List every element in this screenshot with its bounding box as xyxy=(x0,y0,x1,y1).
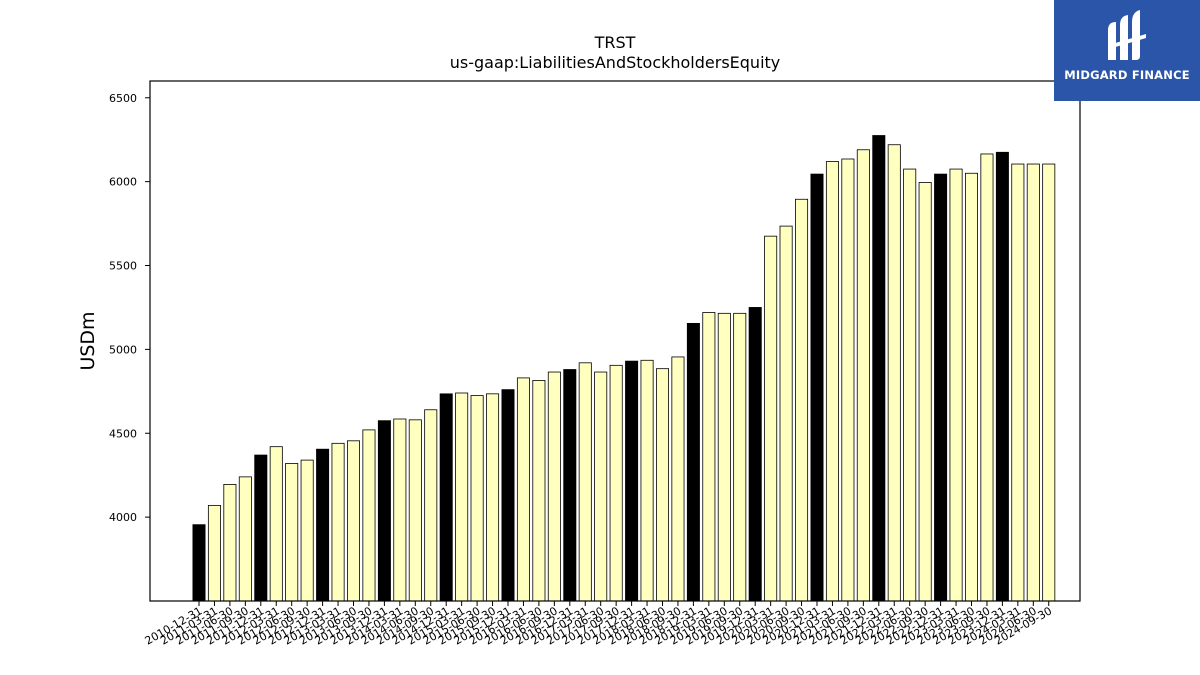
bar-2018-12-31 xyxy=(686,322,700,602)
bar-2020-09-30 xyxy=(795,198,809,602)
bar-2014-09-30 xyxy=(424,409,438,602)
bar-2023-09-30 xyxy=(980,153,994,602)
y-tick-label: 5500 xyxy=(109,260,137,273)
bar-2016-12-31 xyxy=(563,369,577,602)
bar-2019-09-30 xyxy=(733,312,747,602)
y-axis-label: USDm xyxy=(77,311,99,370)
bar-2016-06-30 xyxy=(532,380,546,602)
y-axis: 4000 4500 5000 5500 6000 6500 xyxy=(109,92,150,524)
bars-group xyxy=(192,135,1056,602)
bar-2013-06-30 xyxy=(346,440,360,602)
bar-2019-12-31 xyxy=(748,307,762,602)
bar-2012-09-30 xyxy=(300,459,314,602)
bar-2011-03-31 xyxy=(207,504,221,602)
bar-2015-12-31 xyxy=(501,389,515,602)
x-axis: 2010-12-312011-03-312011-06-302011-09-30… xyxy=(143,601,1054,648)
bar-2021-12-31 xyxy=(872,135,886,602)
bar-2018-09-30 xyxy=(671,356,685,602)
midgard-logo-icon xyxy=(1108,10,1146,60)
y-tick-label: 4000 xyxy=(109,511,137,524)
bar-2022-09-30 xyxy=(918,182,932,602)
bar-2023-06-30 xyxy=(965,172,979,602)
bar-2013-12-31 xyxy=(377,420,391,602)
bar-2012-12-31 xyxy=(316,448,330,602)
bar-2010-12-31 xyxy=(192,524,206,602)
y-tick-label: 4500 xyxy=(109,427,137,440)
bar-2017-12-31 xyxy=(625,360,639,602)
bar-2013-09-30 xyxy=(362,429,376,602)
bar-2021-09-30 xyxy=(856,149,870,602)
bar-2017-09-30 xyxy=(609,364,623,602)
bar-2017-03-31 xyxy=(578,362,592,602)
bar-2015-06-30 xyxy=(470,395,484,602)
bar-2014-06-30 xyxy=(408,419,422,602)
bar-2024-09-30 xyxy=(1042,163,1056,602)
bar-2015-03-31 xyxy=(455,392,469,602)
bar-2024-06-30 xyxy=(1026,163,1040,602)
plot-frame xyxy=(149,80,1081,602)
bar-2023-03-31 xyxy=(949,168,963,602)
bar-2016-03-31 xyxy=(516,377,530,602)
bar-2016-09-30 xyxy=(547,371,561,602)
bar-2019-03-31 xyxy=(702,312,716,602)
bar-2017-06-30 xyxy=(594,371,608,602)
bar-2012-03-31 xyxy=(269,446,283,602)
bar-2011-12-31 xyxy=(254,454,268,602)
y-tick-label: 6000 xyxy=(109,176,137,189)
bar-2024-03-31 xyxy=(1011,163,1025,602)
chart-title: TRST xyxy=(594,33,636,52)
chart-subtitle: us-gaap:LiabilitiesAndStockholdersEquity xyxy=(450,53,781,72)
bar-2020-06-30 xyxy=(779,225,793,602)
bar-2012-06-30 xyxy=(285,463,299,602)
bar-2021-03-31 xyxy=(825,161,839,602)
bar-2018-03-31 xyxy=(640,359,654,602)
bar-2019-06-30 xyxy=(717,312,731,602)
bar-2022-03-31 xyxy=(887,144,901,602)
bar-2011-09-30 xyxy=(238,476,252,602)
bar-2013-03-31 xyxy=(331,442,345,602)
bar-2022-06-30 xyxy=(903,168,917,602)
brand-logo: MIDGARD FINANCE xyxy=(1054,0,1200,101)
bar-2015-09-30 xyxy=(486,393,500,602)
bar-2014-12-31 xyxy=(439,393,453,602)
bar-2014-03-31 xyxy=(393,418,407,602)
bar-2020-12-31 xyxy=(810,173,824,602)
bar-2023-12-31 xyxy=(995,151,1009,602)
bar-2020-03-31 xyxy=(764,235,778,602)
bar-2022-12-31 xyxy=(934,173,948,602)
y-tick-label: 6500 xyxy=(109,92,137,105)
bar-2021-06-30 xyxy=(841,158,855,602)
y-tick-label: 5000 xyxy=(109,343,137,356)
brand-name: MIDGARD FINANCE xyxy=(1064,68,1190,82)
bar-2011-06-30 xyxy=(223,484,237,602)
bar-2018-06-30 xyxy=(656,368,670,602)
